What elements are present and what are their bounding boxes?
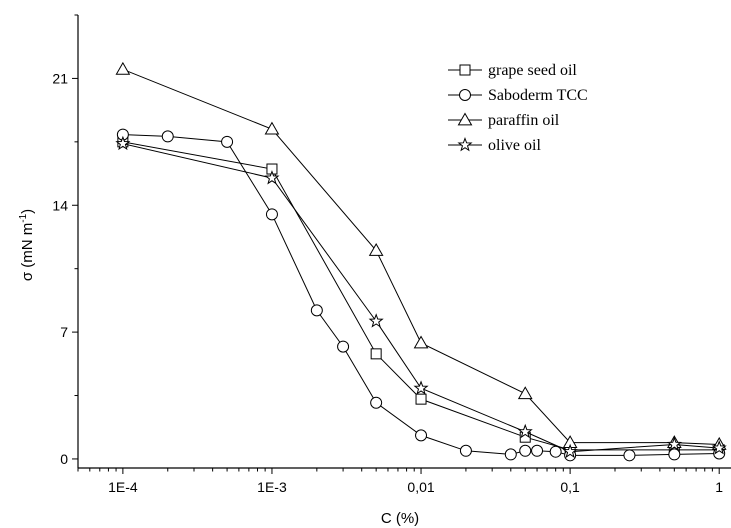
- data-point: [221, 135, 234, 148]
- series-line: [122, 134, 720, 456]
- legend: grape seed oil Saboderm TCC paraffin oil ol…: [448, 62, 588, 154]
- legend-label: paraffin oil: [488, 112, 560, 129]
- data-point: [517, 386, 533, 400]
- data-point: [623, 449, 636, 462]
- y-ticks: 0 7 14 21: [52, 14, 78, 467]
- data-point: [519, 444, 532, 457]
- data-point: [668, 448, 681, 461]
- data-point: [368, 243, 384, 256]
- legend-marker: [457, 137, 473, 152]
- data-point: [370, 348, 382, 360]
- legend-item: Saboderm TCC: [448, 87, 588, 104]
- series-circle: [116, 128, 726, 462]
- y-axis-title: σ (mN m-1): [18, 209, 36, 281]
- legend-label: Saboderm TCC: [488, 87, 588, 104]
- data-point: [531, 444, 544, 457]
- series-square: [117, 136, 725, 456]
- data-point: [115, 61, 131, 75]
- y-axis-title-main: σ (mN m: [19, 223, 36, 281]
- x-tick-label: 1: [715, 479, 723, 495]
- data-point: [161, 130, 174, 143]
- data-point: [337, 340, 350, 353]
- data-point: [370, 396, 383, 409]
- x-tick-label: 1E-4: [108, 479, 138, 495]
- data-point: [413, 335, 429, 349]
- legend-marker: [457, 112, 473, 126]
- data-point: [666, 436, 682, 451]
- series-line: [122, 68, 720, 445]
- data-point: [459, 444, 472, 457]
- x-tick-label: 0,1: [560, 479, 580, 495]
- y-tick-label: 0: [60, 451, 68, 467]
- legend-item: grape seed oil: [448, 62, 577, 79]
- data-point: [549, 445, 562, 458]
- y-axis-title-sup: -1: [18, 213, 29, 222]
- x-ticks: 1E-4 1E-3 0,01 0,1 1: [77, 468, 723, 495]
- y-tick-label: 7: [60, 324, 68, 340]
- legend-marker: [459, 64, 471, 76]
- x-tick-label: 0,01: [407, 479, 434, 495]
- data-point: [562, 443, 578, 459]
- legend-label: olive oil: [488, 137, 541, 154]
- legend-item: olive oil: [448, 137, 541, 154]
- data-point: [368, 313, 384, 328]
- y-axis-title-close: ): [19, 209, 36, 214]
- y-tick-label: 14: [52, 197, 68, 213]
- x-axis-title: C (%): [381, 510, 419, 527]
- data-point: [264, 170, 280, 185]
- data-point: [711, 440, 727, 455]
- x-tick-label: 1E-3: [257, 479, 287, 495]
- data-point: [310, 304, 323, 317]
- series-line: [122, 141, 720, 451]
- legend-label: grape seed oil: [488, 62, 577, 79]
- data-point: [415, 393, 427, 405]
- data-point: [415, 429, 428, 442]
- y-tick-label: 21: [52, 70, 68, 86]
- data-point: [264, 121, 280, 135]
- series-line: [122, 143, 720, 453]
- series-star: [115, 135, 727, 459]
- data-point: [115, 135, 131, 151]
- data-point: [504, 448, 517, 461]
- data-point: [413, 380, 429, 395]
- legend-item: paraffin oil: [448, 112, 560, 129]
- axes: [77, 15, 731, 469]
- data-point: [517, 423, 533, 439]
- series-layer: [115, 61, 727, 462]
- legend-marker: [459, 89, 471, 101]
- data-point: [265, 208, 278, 221]
